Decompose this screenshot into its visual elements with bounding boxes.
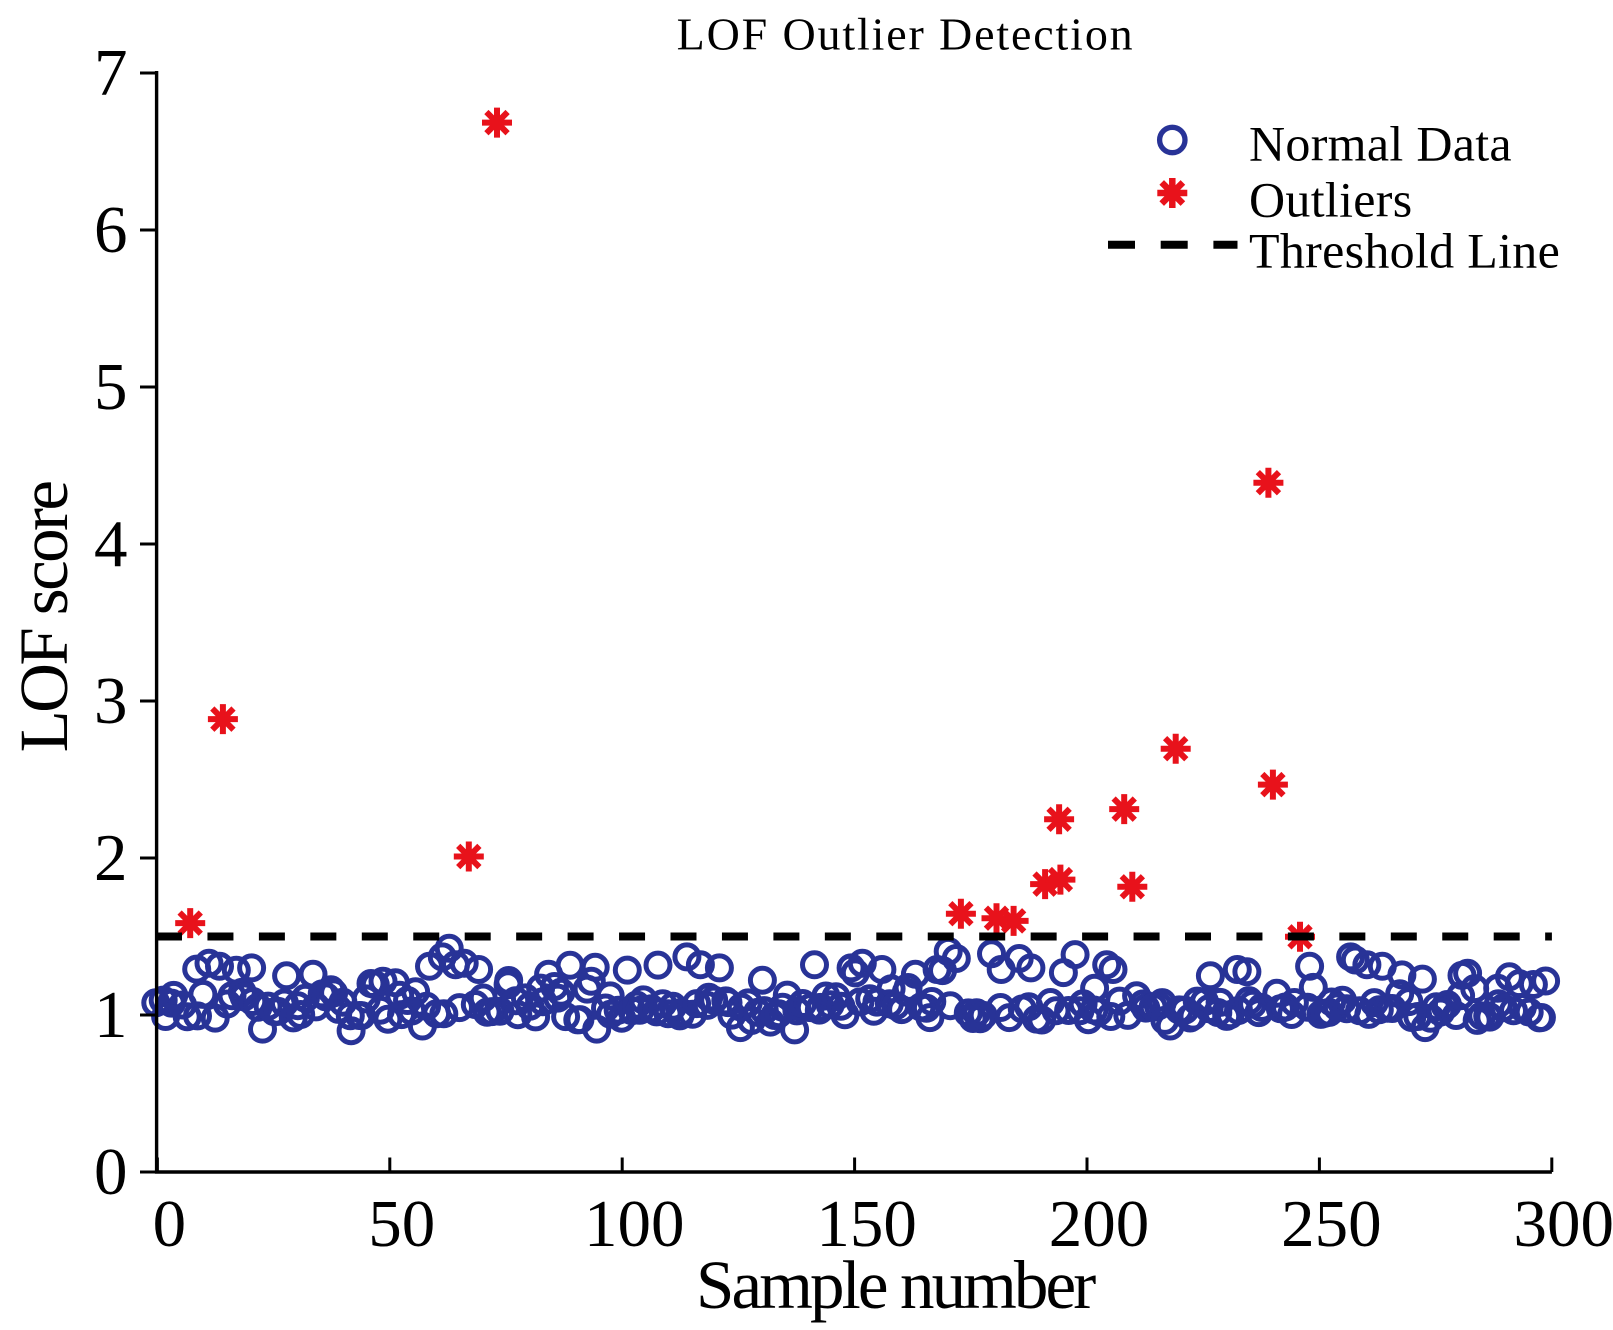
svg-text:300: 300 (1514, 1187, 1613, 1261)
svg-text:150: 150 (816, 1187, 917, 1261)
svg-text:5: 5 (94, 350, 128, 424)
svg-text:Threshold Line: Threshold Line (1249, 223, 1560, 279)
svg-text:0: 0 (153, 1187, 187, 1261)
svg-text:LOF score: LOF score (6, 482, 82, 753)
svg-text:3: 3 (94, 664, 128, 738)
svg-text:4: 4 (94, 507, 128, 581)
svg-text:0: 0 (94, 1135, 128, 1209)
svg-text:100: 100 (584, 1187, 685, 1261)
svg-text:2: 2 (94, 821, 128, 895)
svg-text:1: 1 (94, 978, 128, 1052)
svg-text:6: 6 (94, 193, 128, 267)
svg-text:50: 50 (368, 1187, 435, 1261)
svg-text:200: 200 (1049, 1187, 1150, 1261)
svg-text:250: 250 (1281, 1187, 1382, 1261)
svg-text:Normal Data: Normal Data (1249, 116, 1512, 172)
svg-text:Sample number: Sample number (696, 1247, 1096, 1323)
svg-text:Outliers: Outliers (1249, 172, 1412, 228)
svg-text:LOF Outlier Detection: LOF Outlier Detection (677, 9, 1135, 60)
svg-text:7: 7 (94, 36, 128, 110)
